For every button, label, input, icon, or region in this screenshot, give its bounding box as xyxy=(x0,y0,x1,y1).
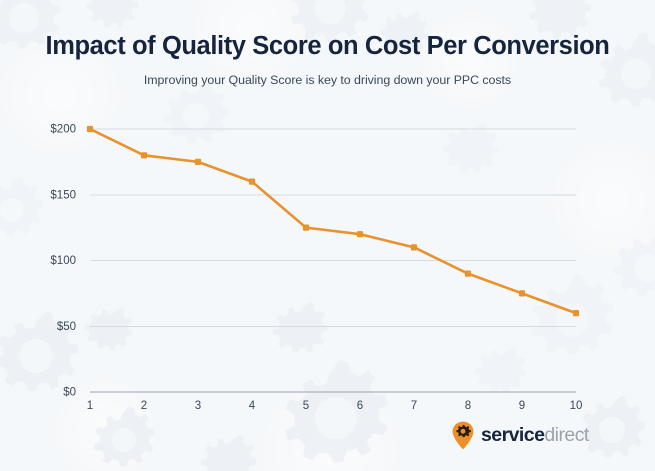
service-direct-logo: servicedirect xyxy=(452,421,589,450)
y-axis-tick-labels: $0 $50 $100 $150 $200 xyxy=(50,124,76,399)
data-point-marker xyxy=(140,152,148,159)
y-tick-label: $0 xyxy=(63,387,76,399)
y-tick-label: $100 xyxy=(50,255,76,267)
x-tick-label: 5 xyxy=(303,400,309,412)
x-tick-label: 9 xyxy=(519,400,525,412)
gridlines xyxy=(90,128,576,393)
logo-word-service: service xyxy=(481,423,545,446)
logo-word-direct: direct xyxy=(544,423,589,446)
logo-wordmark: servicedirect xyxy=(481,423,589,446)
y-tick-label: $50 xyxy=(57,321,76,333)
data-series-cost-per-conversion xyxy=(86,125,580,317)
data-point-marker xyxy=(356,231,364,238)
data-point-marker xyxy=(302,224,310,231)
x-tick-label: 3 xyxy=(195,400,201,412)
series-line xyxy=(88,127,578,315)
chart-title: Impact of Quality Score on Cost Per Conv… xyxy=(45,32,610,60)
data-point-marker xyxy=(248,178,256,185)
x-tick-label: 1 xyxy=(87,400,93,412)
data-point-marker xyxy=(464,270,472,277)
chart-header: Impact of Quality Score on Cost Per Conv… xyxy=(0,0,655,87)
x-tick-label: 7 xyxy=(411,400,417,412)
data-point-marker xyxy=(194,158,202,165)
map-pin-gear-icon xyxy=(452,421,474,450)
x-tick-label: 10 xyxy=(570,400,583,412)
data-point-marker xyxy=(518,290,526,297)
y-tick-label: $200 xyxy=(50,124,76,136)
data-point-marker xyxy=(410,244,418,251)
x-tick-label: 4 xyxy=(249,400,256,412)
data-point-marker xyxy=(86,125,94,133)
chart-subtitle: Improving your Quality Score is key to d… xyxy=(143,73,512,87)
x-tick-label: 6 xyxy=(357,400,363,412)
data-point-marker xyxy=(572,310,580,317)
x-tick-label: 8 xyxy=(465,400,471,412)
x-tick-label: 2 xyxy=(141,400,147,412)
y-tick-label: $150 xyxy=(50,189,76,201)
x-axis-tick-labels: 1 2 3 4 5 6 7 8 9 10 xyxy=(87,400,583,412)
